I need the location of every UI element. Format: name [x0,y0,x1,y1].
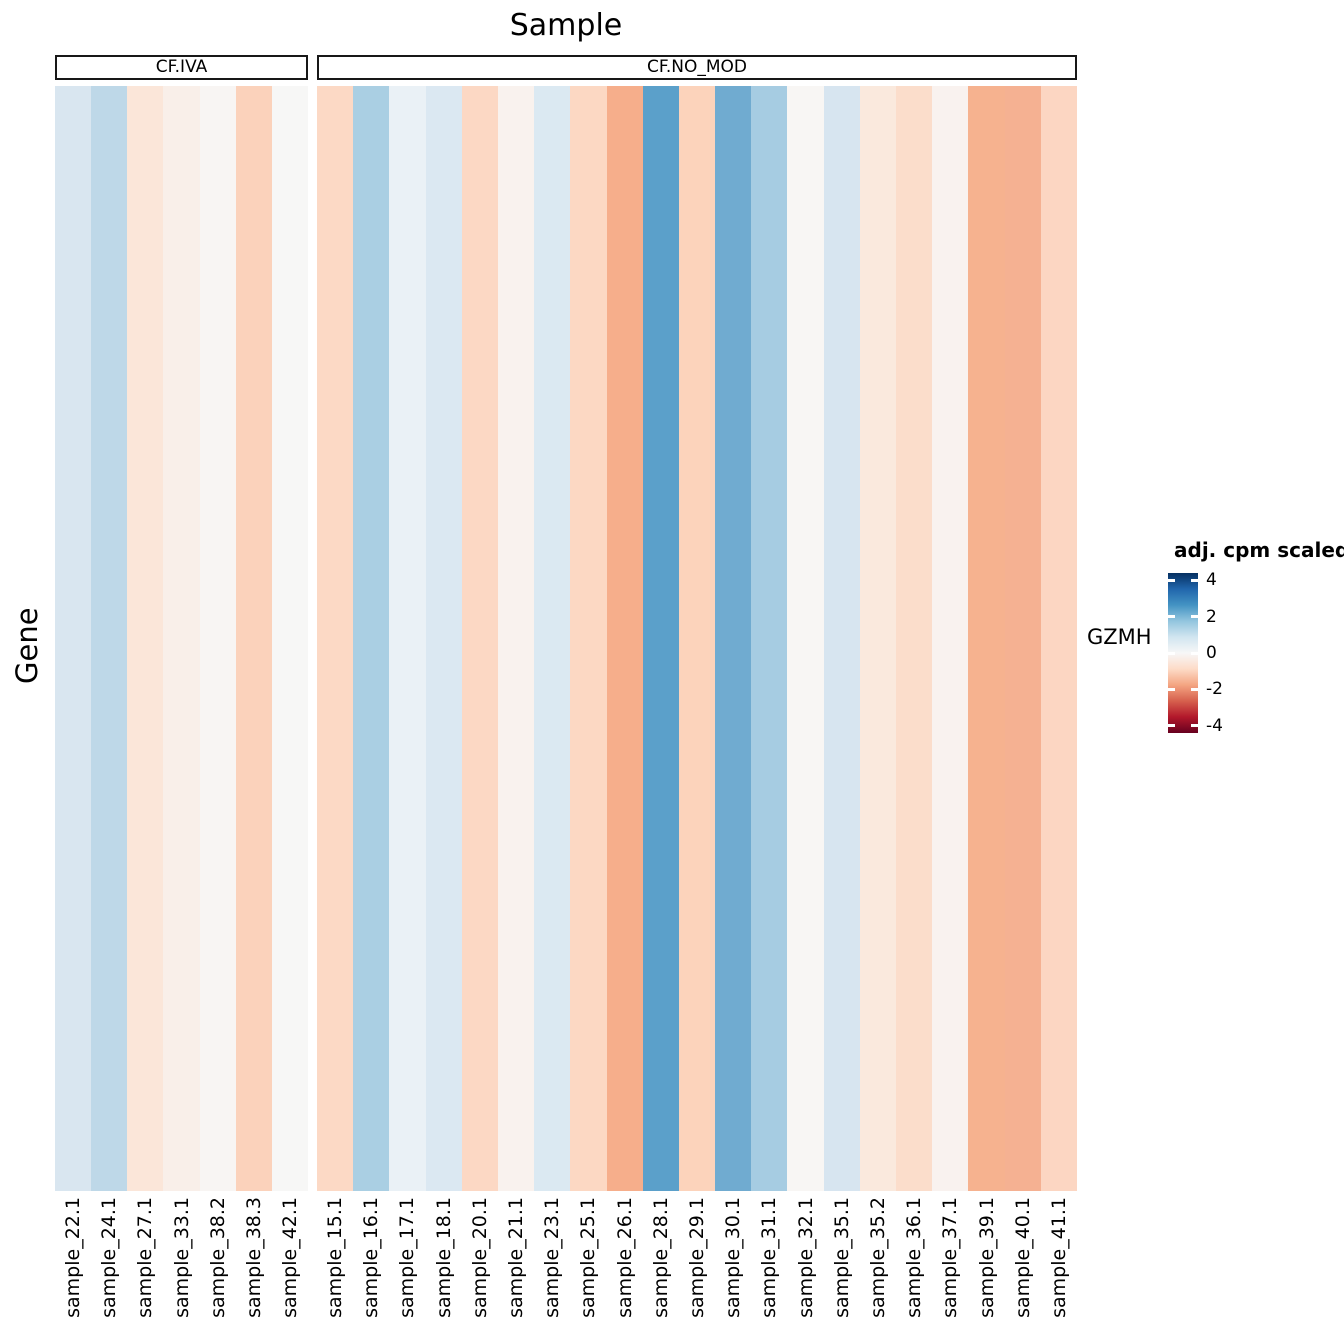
facet-header-cf-no-mod: CF.NO_MOD [317,55,1077,80]
legend-tick-mark [1168,724,1175,728]
legend-title: adj. cpm scaled [1174,538,1344,562]
x-tick-label: sample_38.3 [242,1197,265,1318]
x-tick-label: sample_40.1 [1011,1197,1034,1318]
x-tick-label: sample_28.1 [649,1197,672,1318]
heatmap-cell [317,86,354,1191]
row-label-gzmh: GZMH [1087,625,1152,649]
x-tick-label: sample_32.1 [794,1197,817,1318]
x-tick-label: sample_18.1 [432,1197,455,1318]
heatmap-cell [896,86,933,1191]
facet-label: CF.NO_MOD [646,57,748,77]
heatmap-cell [932,86,969,1191]
y-axis-title: Gene [10,607,44,684]
x-tick-label: sample_27.1 [134,1197,157,1318]
legend-tick-label: 0 [1206,643,1217,663]
legend-tick-label: 2 [1206,606,1217,627]
x-tick-label: sample_33.1 [170,1197,193,1318]
x-tick-label: sample_25.1 [577,1197,600,1318]
heatmap-cell [859,86,896,1191]
x-tick-label: sample_30.1 [722,1197,745,1318]
heatmap-cell [425,86,462,1191]
heatmap-cell [461,86,498,1191]
facet-strip [55,86,308,1191]
x-tick-label: sample_24.1 [98,1197,121,1318]
x-tick-label: sample_37.1 [939,1197,962,1318]
x-tick-label: sample_15.1 [324,1197,347,1318]
legend-tick-mark [1191,578,1198,582]
legend-tick-label: -4 [1206,715,1223,736]
x-tick-label: sample_17.1 [396,1197,419,1318]
heatmap-cell [606,86,643,1191]
x-tick-label: sample_26.1 [613,1197,636,1318]
heatmap-cell [497,86,535,1191]
x-tick-label: sample_20.1 [468,1197,491,1318]
x-tick-label: sample_29.1 [686,1197,708,1318]
x-tick-label: sample_38.2 [206,1197,229,1318]
heatmap-cell [1004,86,1041,1191]
facet-header-cf-iva: CF.IVA [55,55,308,80]
heatmap-cell [91,86,128,1191]
x-tick-label: sample_41.1 [1047,1197,1070,1318]
x-tick-label: sample_23.1 [541,1197,564,1318]
legend-tick-mark [1191,687,1198,691]
heatmap-cell [642,86,679,1191]
heatmap-cell [678,86,716,1191]
heatmap-cell [127,86,164,1191]
x-tick-label: sample_16.1 [360,1197,383,1318]
x-tick-label: sample_35.1 [830,1197,853,1318]
plot-title: Sample [509,8,623,43]
legend-tick-mark [1168,615,1175,619]
legend-tick-mark [1168,578,1175,582]
heatmap-cell [787,86,824,1191]
x-tick-label: sample_42.1 [278,1197,301,1318]
x-tick-label: sample_31.1 [758,1197,781,1318]
heatmap-cell [715,86,752,1191]
legend-tick-label: -2 [1206,679,1223,700]
heatmap-cell [751,86,788,1191]
heatmap-cell [235,86,272,1191]
heatmap-cell [968,86,1005,1191]
heatmap-cell [353,86,390,1191]
x-tick-label: sample_39.1 [975,1197,998,1318]
legend-tick-label: 4 [1206,570,1217,591]
heatmap-cell [271,86,308,1191]
legend-tick-mark [1191,651,1198,655]
legend-tick-mark [1191,615,1198,619]
facet-strip [317,86,1077,1191]
heatmap-cell [1040,86,1077,1191]
heatmap-cell [570,86,607,1191]
x-tick-label: sample_22.1 [62,1197,85,1318]
heatmap-cell [389,86,426,1191]
heatmap-cell [823,86,860,1191]
x-tick-label: sample_21.1 [505,1197,528,1318]
x-tick-label: sample_36.1 [903,1197,926,1318]
x-tick-label: sample_35.2 [866,1197,889,1318]
heatmap-cell [199,86,236,1191]
facet-label: CF.IVA [155,57,208,77]
heatmap-cell [55,86,92,1191]
legend-tick-mark [1168,651,1175,655]
legend-tick-mark [1191,724,1198,728]
heatmap-cell [534,86,571,1191]
legend-tick-mark [1168,687,1175,691]
heatmap-cell [163,86,200,1191]
